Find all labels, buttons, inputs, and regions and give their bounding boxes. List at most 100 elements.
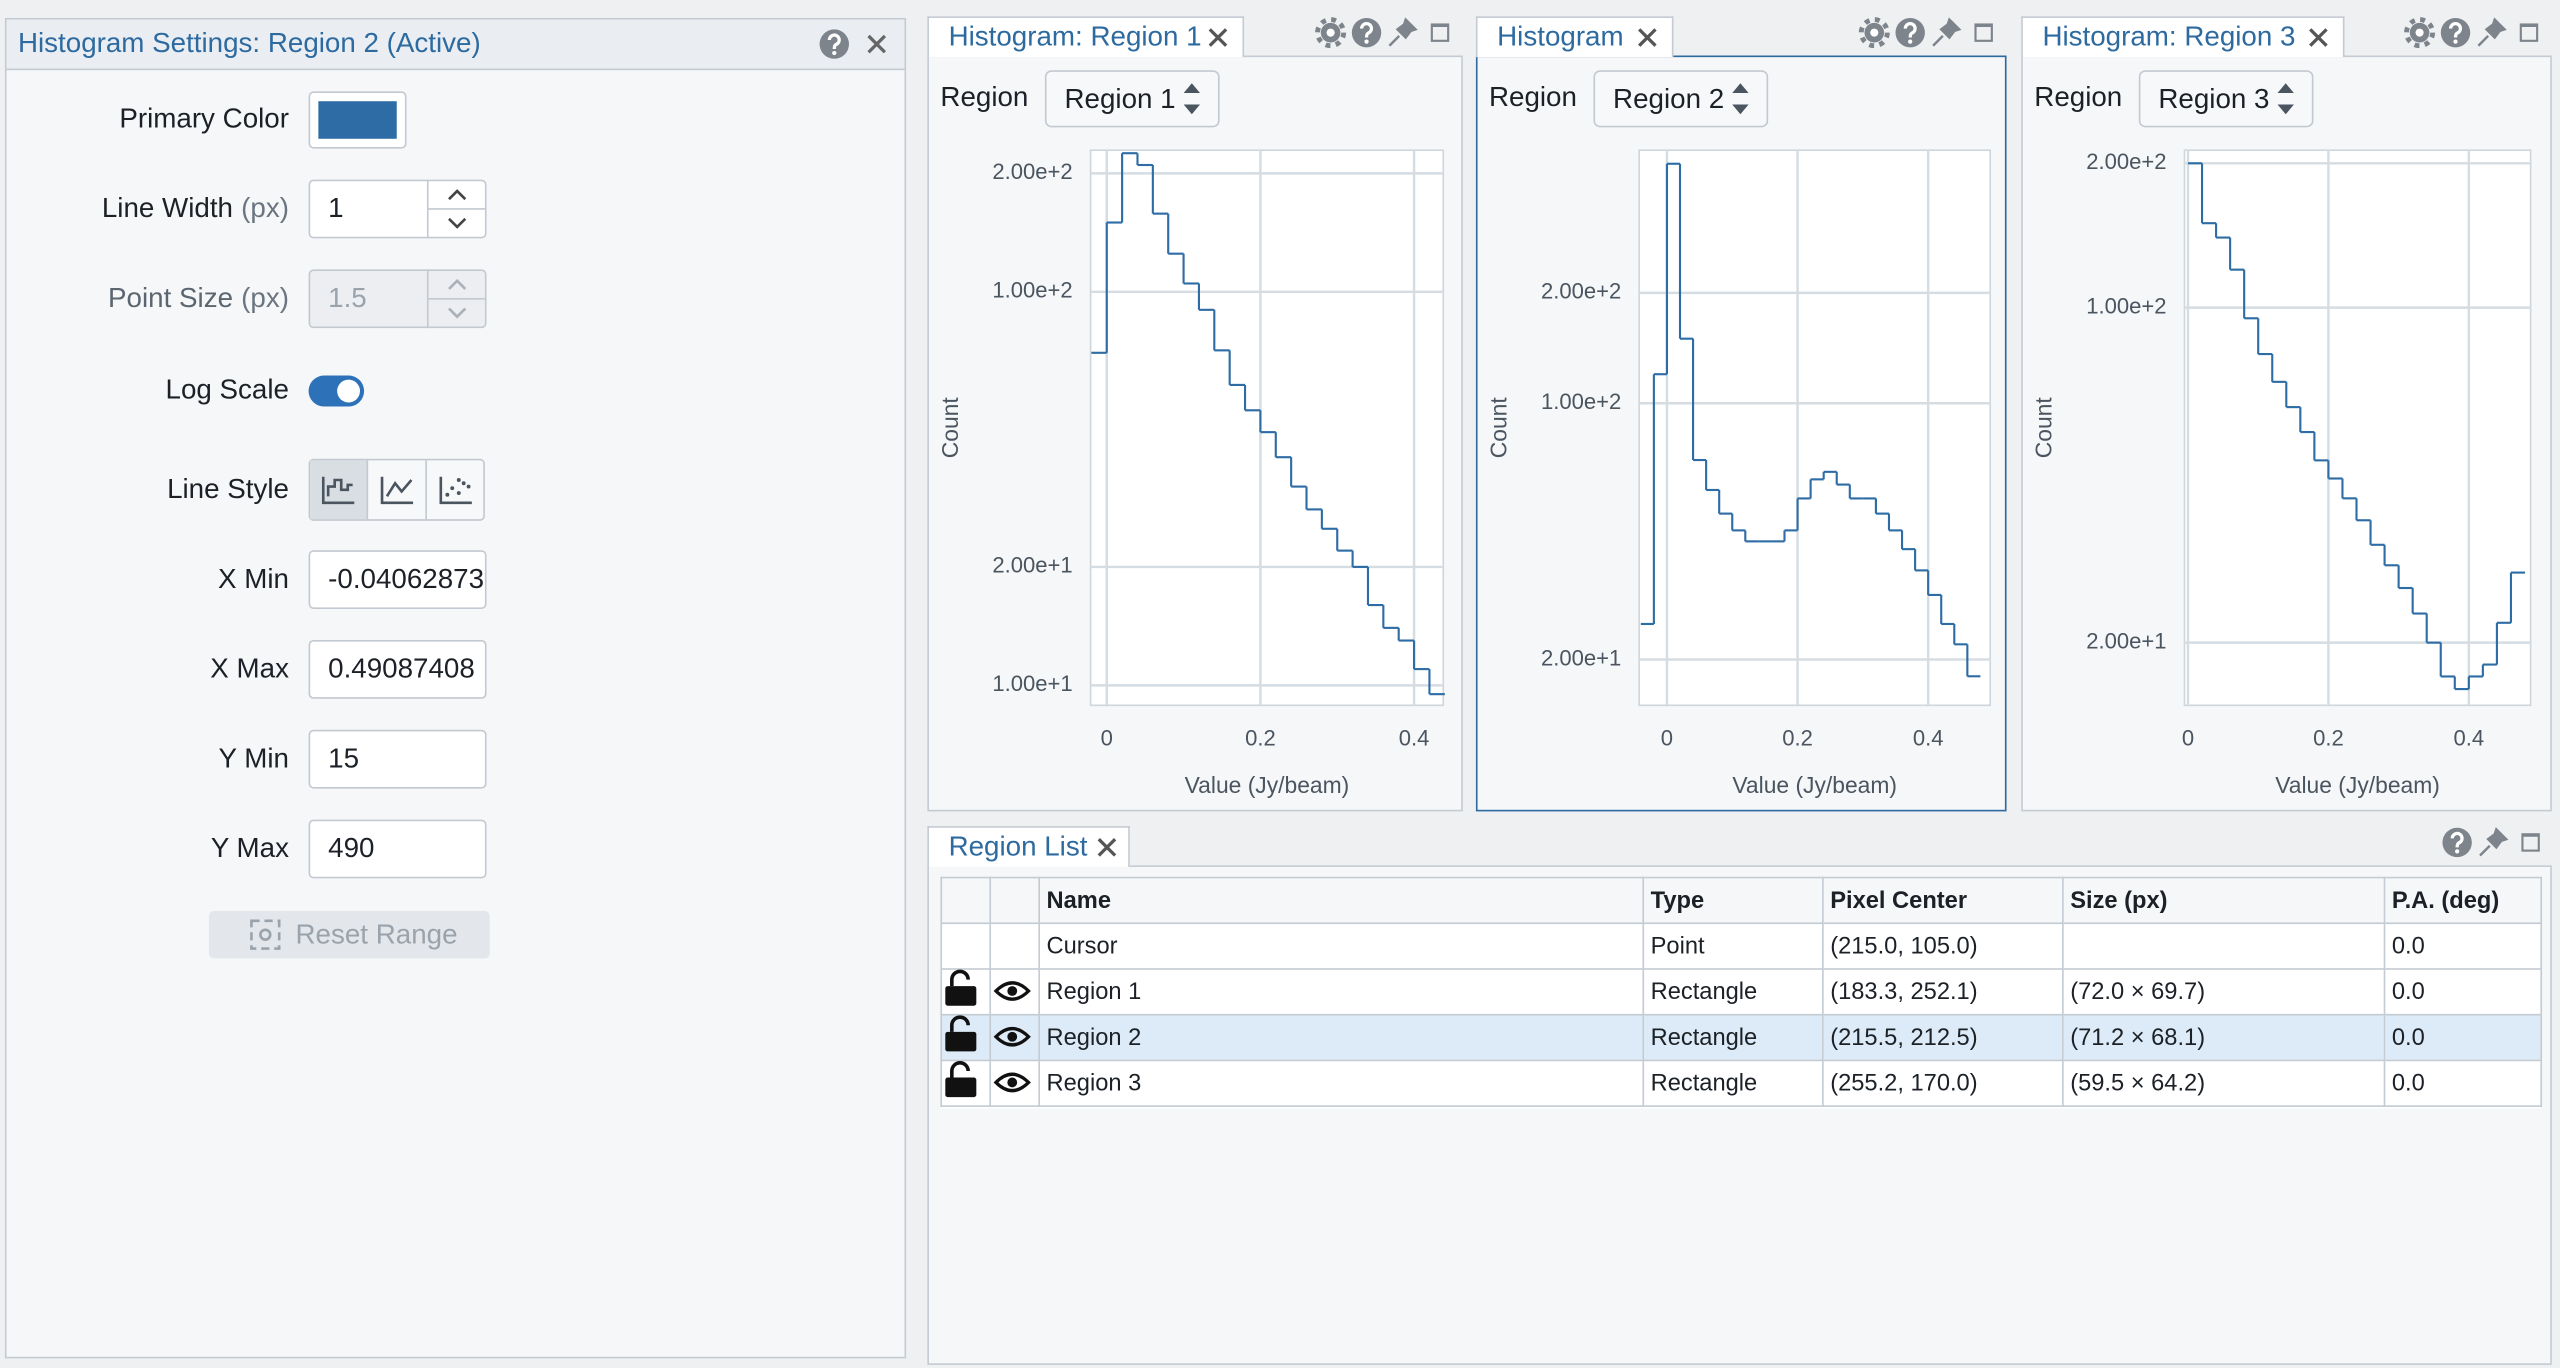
- label: Point Size (px): [33, 281, 289, 317]
- cell: Rectangle: [1642, 1059, 1824, 1107]
- maximize-icon[interactable]: [1974, 23, 1993, 42]
- maximize-icon[interactable]: [2519, 23, 2539, 42]
- pane-tab[interactable]: Histogram: [1475, 16, 1674, 58]
- label: Log Scale: [165, 373, 289, 405]
- region-row[interactable]: Region 1 Rectangle (183.3, 252.1) (72.0 × 6…: [940, 968, 2543, 1016]
- header-row: Name Type Pixel Center Size (px) P.A. (deg): [940, 876, 2543, 925]
- cell: Rectangle: [1642, 968, 1824, 1016]
- cell: 0.0: [2383, 1059, 2543, 1107]
- maximize-icon[interactable]: [2521, 833, 2540, 852]
- color-swatch[interactable]: [318, 101, 397, 139]
- region-table: Name Type Pixel Center Size (px) P.A. (deg) C…: [940, 876, 2543, 1107]
- settings-icon[interactable]: [2404, 17, 2436, 49]
- unit: (px): [241, 282, 289, 314]
- histogram-pane: [1475, 55, 2007, 812]
- label: Line Width (px): [33, 191, 289, 227]
- gear-teeth: [1315, 17, 1347, 49]
- reset-range-button[interactable]: Reset Range: [208, 911, 490, 959]
- label: Y Min: [218, 742, 289, 774]
- pane-tab[interactable]: Histogram: Region 3: [2021, 16, 2345, 58]
- help-glyph: [2448, 22, 2462, 38]
- gear-teeth: [1858, 17, 1890, 49]
- eye-cell: [989, 968, 1040, 1016]
- eye-cell: [989, 922, 1040, 970]
- region-select[interactable]: Region 2: [1593, 70, 1769, 128]
- header-cell: [940, 876, 992, 925]
- cell: Region 3: [1038, 1059, 1645, 1107]
- pin-icon[interactable]: [1932, 17, 1962, 47]
- cell: Region 1: [1038, 968, 1645, 1016]
- pin-icon[interactable]: [2477, 17, 2507, 47]
- gear-teeth: [2404, 17, 2436, 49]
- region-label: Region: [940, 81, 1029, 113]
- maximize-icon[interactable]: [1430, 23, 1450, 42]
- x-max-input[interactable]: 0.49087408: [308, 640, 487, 699]
- pane-tab[interactable]: Histogram: Region 1: [927, 16, 1245, 58]
- help-icon[interactable]: [2442, 827, 2472, 858]
- cell: (255.2, 170.0): [1822, 1059, 2064, 1107]
- help-icon[interactable]: [2440, 17, 2471, 48]
- cell: (215.5, 212.5): [1822, 1013, 2064, 1062]
- pin-icon[interactable]: [1388, 17, 1418, 47]
- lock-cell: [940, 922, 992, 970]
- settings-icon[interactable]: [1315, 17, 1347, 49]
- help-dot: [2455, 849, 2460, 854]
- unit: (px): [241, 192, 289, 224]
- header-cell: P.A. (deg): [2383, 876, 2543, 925]
- region-select[interactable]: Region 3: [2138, 70, 2314, 128]
- region-label: Region: [1488, 81, 1577, 113]
- line-width-input[interactable]: 1: [308, 179, 487, 239]
- cell: Rectangle: [1642, 1013, 1824, 1062]
- label: X Min: [218, 563, 289, 595]
- settings-header: [6, 19, 905, 71]
- help-icon[interactable]: [1351, 17, 1382, 48]
- gear-hole: [1326, 28, 1335, 37]
- histogram-pane: [2021, 55, 2552, 812]
- y-min-input[interactable]: 15: [308, 729, 487, 789]
- cell: (72.0 × 69.7): [2062, 968, 2386, 1016]
- header-cell: Type: [1642, 876, 1824, 925]
- help-circle: [1895, 17, 1925, 48]
- y-max-input[interactable]: 490: [308, 819, 487, 879]
- region-list-tab[interactable]: Region List: [927, 826, 1130, 867]
- label-text: Line Width: [101, 192, 234, 224]
- help-glyph: [2450, 831, 2464, 848]
- label: X Max: [210, 653, 289, 685]
- point-size-input: 1.5: [308, 269, 487, 329]
- gear-hole: [2415, 28, 2424, 37]
- x-min-input[interactable]: -0.04062873: [308, 550, 487, 609]
- help-circle: [2442, 827, 2472, 858]
- pin-icon[interactable]: [2479, 827, 2509, 857]
- gear-hole: [1870, 28, 1879, 37]
- region-label: Region: [2034, 81, 2123, 113]
- help-glyph: [1903, 22, 1917, 38]
- cell: 0.0: [2383, 1013, 2543, 1062]
- help-circle: [2440, 17, 2471, 48]
- header-cell: Pixel Center: [1822, 876, 2064, 925]
- cell: 0.0: [2383, 968, 2543, 1016]
- label: Primary Color: [119, 102, 289, 134]
- settings-icon[interactable]: [1858, 17, 1890, 49]
- cell: [2062, 922, 2386, 970]
- line-style-group[interactable]: [308, 458, 485, 521]
- region-row[interactable]: Cursor Point (215.0, 105.0) 0.0: [940, 922, 2543, 970]
- lock-cell: [940, 1013, 992, 1062]
- lock-cell: [940, 1059, 992, 1107]
- cell: 0.0: [2383, 922, 2543, 970]
- label-text: Point Size: [108, 282, 234, 314]
- help-icon[interactable]: [1895, 17, 1925, 48]
- gear-body: [1320, 22, 1341, 43]
- settings-title: Histogram Settings: Region 2 (Active): [17, 27, 481, 59]
- cell: Point: [1642, 922, 1824, 970]
- header-cell: [989, 876, 1040, 925]
- cell: (59.5 × 64.2): [2062, 1059, 2386, 1107]
- histogram-pane: [927, 55, 1463, 812]
- lock-cell: [940, 968, 992, 1016]
- region-row[interactable]: Region 3 Rectangle (255.2, 170.0) (59.5 × 6…: [940, 1059, 2543, 1107]
- table-wrap: Name Type Pixel Center Size (px) P.A. (deg) C…: [940, 876, 2543, 1109]
- region-row[interactable]: Region 2 Rectangle (215.5, 212.5) (71.2 × 6…: [940, 1013, 2543, 1062]
- region-select[interactable]: Region 1: [1044, 70, 1220, 128]
- cell: (183.3, 252.1): [1822, 968, 2064, 1016]
